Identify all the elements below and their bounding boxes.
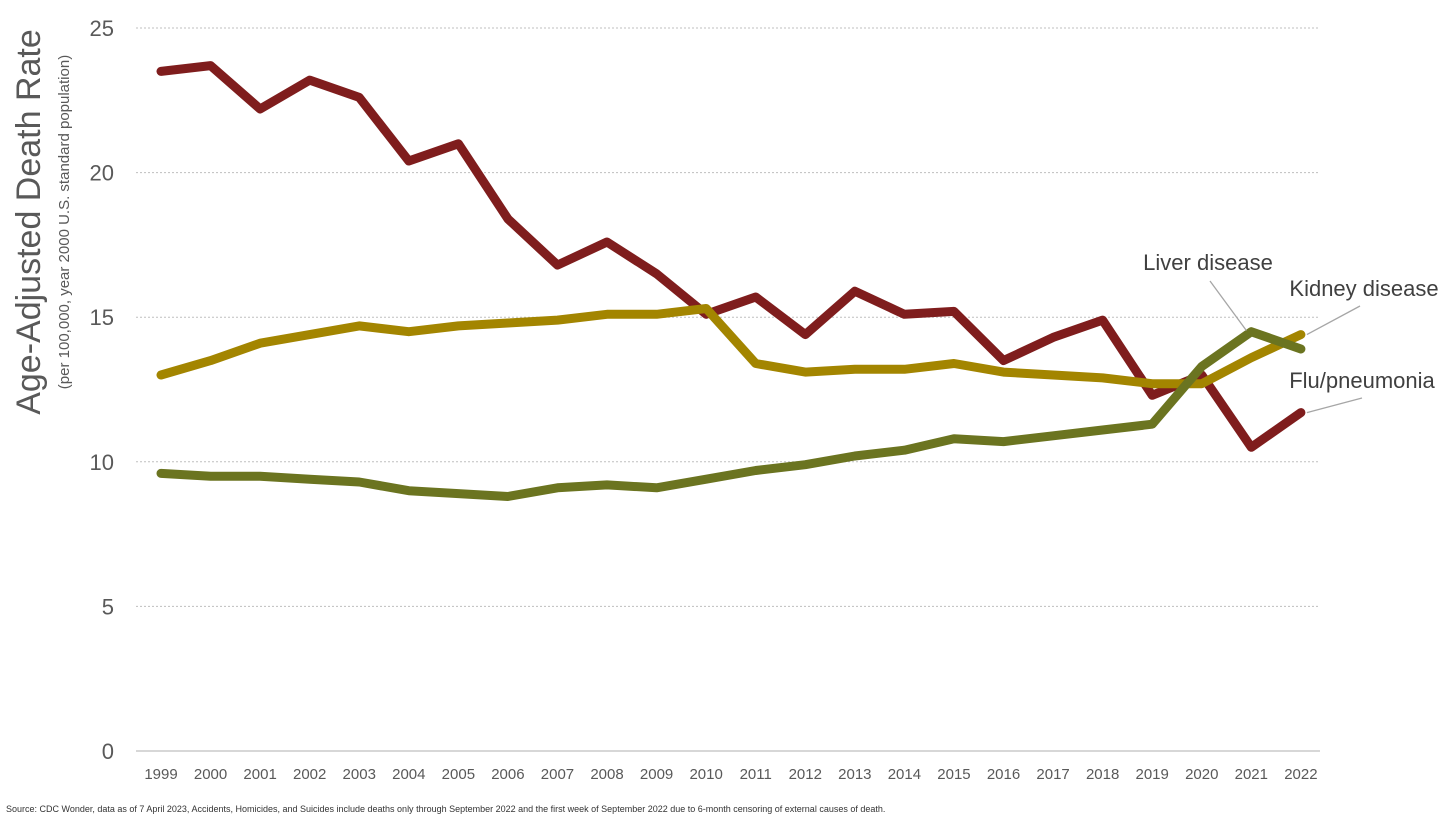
x-tick-label: 2002 — [293, 766, 326, 783]
leader-line-kidney-disease — [1306, 305, 1361, 336]
x-tick-label: 2007 — [541, 766, 574, 783]
x-tick-label: 1999 — [144, 766, 177, 783]
x-tick-label: 2010 — [689, 766, 722, 783]
x-axis-ticks: 1999 2000 2001 2002 2003 2004 2005 2006 2007 2008… — [144, 766, 1317, 783]
series-label-liver-disease: Liver disease — [1143, 250, 1273, 275]
x-tick-label: 2022 — [1284, 766, 1317, 783]
x-tick-label: 2011 — [740, 766, 772, 783]
x-tick-label: 2006 — [491, 766, 524, 783]
x-tick-label: 2019 — [1136, 766, 1169, 783]
x-tick-label: 2012 — [789, 766, 822, 783]
x-tick-label: 2005 — [442, 766, 475, 783]
x-tick-label: 2001 — [243, 766, 276, 783]
gridlines — [136, 27, 1320, 607]
y-tick-label: 5 — [102, 594, 114, 619]
x-tick-label: 2004 — [392, 766, 425, 783]
x-tick-label: 2016 — [987, 766, 1020, 783]
x-tick-label: 2009 — [640, 766, 673, 783]
series-lines — [156, 61, 1306, 501]
series-line-kidney-disease — [156, 304, 1306, 389]
x-tick-label: 2003 — [343, 766, 376, 783]
x-tick-label: 2000 — [194, 766, 227, 783]
x-tick-label: 2021 — [1235, 766, 1268, 783]
y-tick-label: 10 — [90, 450, 114, 475]
series-label-kidney-disease: Kidney disease — [1289, 276, 1438, 301]
y-tick-label: 20 — [90, 161, 114, 186]
y-axis-title: Age-Adjusted Death Rate — [10, 29, 48, 415]
x-tick-label: 2017 — [1036, 766, 1069, 783]
label-leader-lines — [1209, 280, 1363, 414]
series-line-liver-disease — [156, 327, 1306, 501]
source-note: Source: CDC Wonder, data as of 7 April 2… — [6, 804, 886, 814]
series-line-flu-pneumonia — [156, 61, 1306, 452]
leader-line-liver-disease — [1209, 280, 1247, 331]
y-tick-label: 0 — [102, 739, 114, 764]
x-tick-label: 2014 — [888, 766, 921, 783]
x-tick-label: 2013 — [838, 766, 871, 783]
series-label-flu-pneumonia: Flu/pneumonia — [1289, 368, 1435, 393]
series-labels: Flu/pneumonia Kidney disease Liver disease — [1143, 250, 1438, 393]
y-axis-subtitle: (per 100,000, year 2000 U.S. standard po… — [56, 55, 73, 389]
x-tick-label: 2008 — [590, 766, 623, 783]
y-tick-label: 25 — [90, 16, 114, 41]
y-tick-label: 15 — [90, 305, 114, 330]
x-tick-label: 2020 — [1185, 766, 1218, 783]
leader-line-flu-pneumonia — [1306, 397, 1363, 414]
y-axis-ticks: 0 5 10 15 20 25 — [90, 16, 114, 764]
x-tick-label: 2015 — [937, 766, 970, 783]
x-tick-label: 2018 — [1086, 766, 1119, 783]
